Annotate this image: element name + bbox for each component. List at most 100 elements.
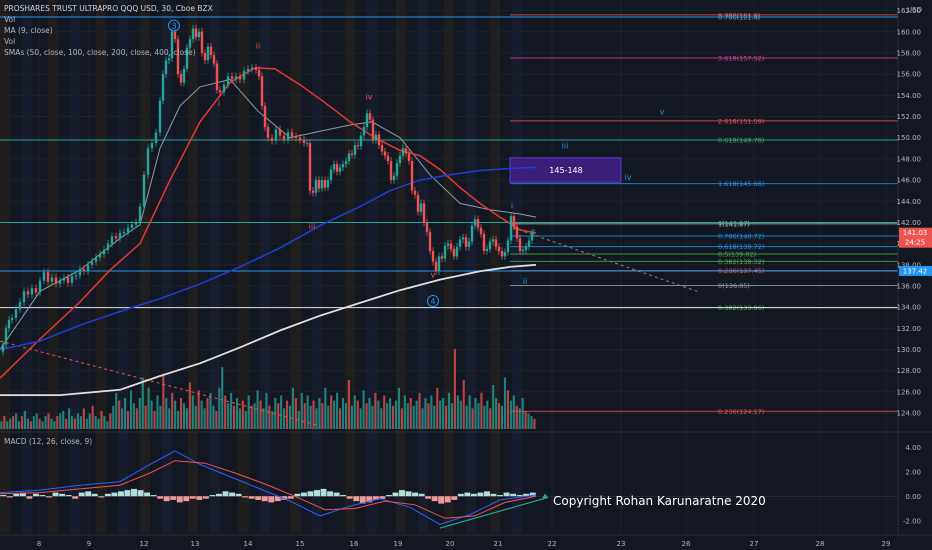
price-candle-body	[500, 251, 504, 257]
macd-histogram-bar	[320, 488, 327, 497]
price-candle-body	[308, 143, 312, 191]
volume-bar	[79, 416, 82, 429]
volume-bar	[324, 387, 327, 429]
price-candle-body	[203, 52, 207, 61]
fib-level-label: 0.786(161.6)	[718, 11, 760, 19]
macd-histogram-bar	[497, 495, 504, 497]
session-band	[466, 0, 476, 533]
volume-bar	[168, 408, 171, 429]
price-candle-body	[263, 105, 267, 128]
price-candle-body	[234, 76, 238, 80]
session-band	[444, 0, 454, 533]
macd-histogram-bar	[510, 493, 517, 497]
volume-bar	[94, 416, 97, 429]
price-candle-body	[317, 180, 321, 189]
macd-histogram-bar	[340, 495, 347, 497]
price-candle-body	[431, 251, 435, 262]
volume-bar	[97, 418, 100, 429]
wave-label: iii	[309, 222, 316, 231]
volume-bar	[250, 405, 253, 429]
macd-histogram-bar	[183, 496, 190, 502]
time-tick-label: 28	[816, 540, 825, 548]
price-candle-body	[527, 240, 531, 247]
price-candle-body	[470, 225, 474, 242]
macd-histogram-bar	[503, 492, 510, 497]
volume-bar	[362, 390, 365, 429]
macd-histogram-bar	[346, 496, 353, 499]
price-candle-body	[362, 127, 366, 136]
price-candle-body	[371, 119, 375, 140]
volume-bar	[350, 405, 353, 429]
macd-histogram-bar	[529, 492, 536, 497]
volume-bar	[106, 421, 109, 429]
volume-bar	[121, 408, 124, 429]
volume-bar	[26, 418, 29, 429]
price-candle-body	[194, 28, 198, 38]
volume-bar	[524, 410, 527, 429]
series-line	[0, 67, 537, 379]
price-candle-body	[150, 143, 154, 149]
price-candle-body	[106, 243, 110, 250]
time-tick-label: 12	[140, 540, 149, 548]
volume-bar	[35, 413, 38, 429]
dashed-trendline	[512, 227, 701, 293]
volume-bar	[221, 367, 224, 429]
volume-bar	[365, 403, 368, 429]
price-candle-body	[515, 226, 519, 239]
price-candle-body	[142, 174, 146, 207]
volume-bar	[338, 408, 342, 429]
volume-bar	[165, 398, 168, 429]
price-candle-body	[270, 137, 274, 141]
volume-bar	[412, 405, 415, 429]
price-tick-label: 134.00	[897, 304, 922, 312]
session-band	[48, 0, 58, 533]
macd-histogram-bar	[366, 496, 373, 503]
macd-histogram-bar	[13, 493, 20, 497]
volume-bar	[206, 398, 209, 429]
macd-histogram-bar	[268, 496, 275, 503]
macd-histogram-bar	[385, 495, 392, 497]
volume-bar	[330, 395, 333, 429]
price-candle-body	[440, 256, 444, 259]
macd-histogram-bar	[117, 491, 124, 497]
macd-tick-label: 2.00	[905, 468, 921, 476]
price-candle-body	[246, 68, 250, 71]
price-tick-label: 150.00	[897, 134, 922, 142]
macd-tick-label: 0.00	[905, 493, 921, 501]
price-candle-body	[154, 132, 158, 143]
volume-bar	[188, 382, 191, 429]
volume-bar	[374, 392, 377, 429]
macd-histogram-bar	[111, 492, 118, 497]
wave-label: i	[218, 99, 220, 108]
volume-bar	[191, 395, 194, 429]
price-candle-body	[467, 241, 471, 247]
price-candle-body	[102, 249, 106, 255]
macd-histogram-bar	[209, 495, 216, 497]
macd-histogram-bar	[6, 496, 13, 498]
volume-bar	[294, 398, 297, 429]
time-tick-label: 29	[882, 540, 891, 548]
volume-bar	[20, 416, 24, 429]
price-candle-body	[338, 167, 342, 172]
price-candle-body	[476, 219, 480, 228]
volume-bar	[427, 403, 430, 429]
volume-bar	[235, 398, 239, 429]
macd-histogram-bar	[104, 493, 111, 497]
volume-bar	[47, 413, 50, 429]
price-candle-body	[10, 317, 14, 320]
price-candle-body	[90, 261, 94, 265]
legend-title: PROSHARES TRUST ULTRAPRO QQQ USD, 30, Cb…	[4, 4, 213, 13]
price-candle-body	[173, 31, 177, 40]
price-candle-body	[212, 55, 216, 64]
fib-level-label: 2.618(151.59)	[718, 117, 764, 125]
session-band	[396, 0, 406, 533]
price-candle-body	[356, 145, 360, 147]
volume-bar	[409, 398, 412, 429]
macd-histogram-bar	[255, 496, 262, 500]
price-candle-body	[353, 145, 357, 155]
macd-histogram-bar	[85, 491, 92, 497]
session-band	[345, 0, 355, 533]
volume-bar	[88, 413, 91, 429]
session-band	[290, 0, 300, 533]
